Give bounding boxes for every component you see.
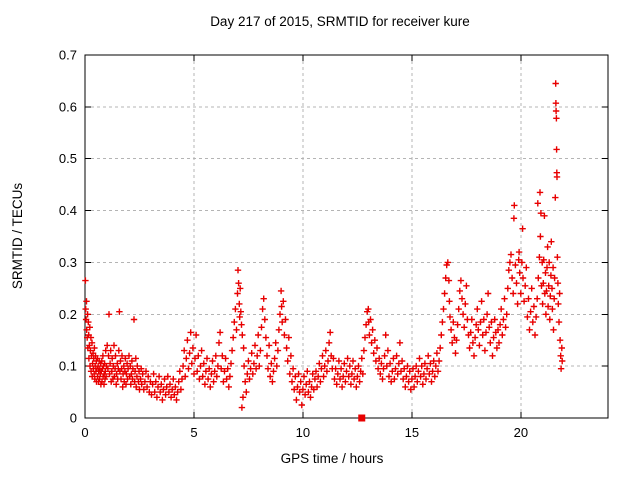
y-tick-label: 0.2: [59, 307, 77, 322]
x-tick-label: 5: [190, 425, 197, 440]
y-tick-label: 0: [70, 411, 77, 426]
x-tick-label: 10: [296, 425, 310, 440]
x-tick-label: 0: [81, 425, 88, 440]
y-tick-label: 0.1: [59, 359, 77, 374]
x-tick-label: 15: [405, 425, 419, 440]
x-tick-label: 20: [514, 425, 528, 440]
chart-title: Day 217 of 2015, SRMTID for receiver kur…: [210, 14, 470, 29]
y-tick-label: 0.7: [59, 48, 77, 63]
plot-frame-and-ticks: [84, 54, 609, 419]
plot-border: [84, 54, 609, 419]
y-tick-label: 0.5: [59, 151, 77, 166]
y-tick-label: 0.3: [59, 255, 77, 270]
tick-labels: 0 5 10 15 20 0 0.1 0.2 0.3 0.4 0.5 0.6 0.7: [59, 48, 528, 441]
y-tick-label: 0.4: [59, 203, 77, 218]
grid-lines: [85, 55, 608, 418]
y-tick-label: 0.6: [59, 99, 77, 114]
scatter-point-square: [358, 414, 366, 422]
scatter-points-plus: [82, 80, 566, 411]
data-points-layer: [82, 80, 566, 422]
x-axis-label: GPS time / hours: [281, 451, 384, 466]
y-axis-label: SRMTID / TECUs: [10, 183, 25, 290]
